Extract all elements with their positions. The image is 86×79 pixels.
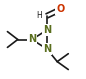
Text: H: H (36, 11, 42, 20)
Text: N: N (43, 25, 51, 35)
Text: N: N (28, 35, 36, 44)
Text: O: O (56, 5, 64, 14)
Text: N: N (43, 44, 51, 54)
